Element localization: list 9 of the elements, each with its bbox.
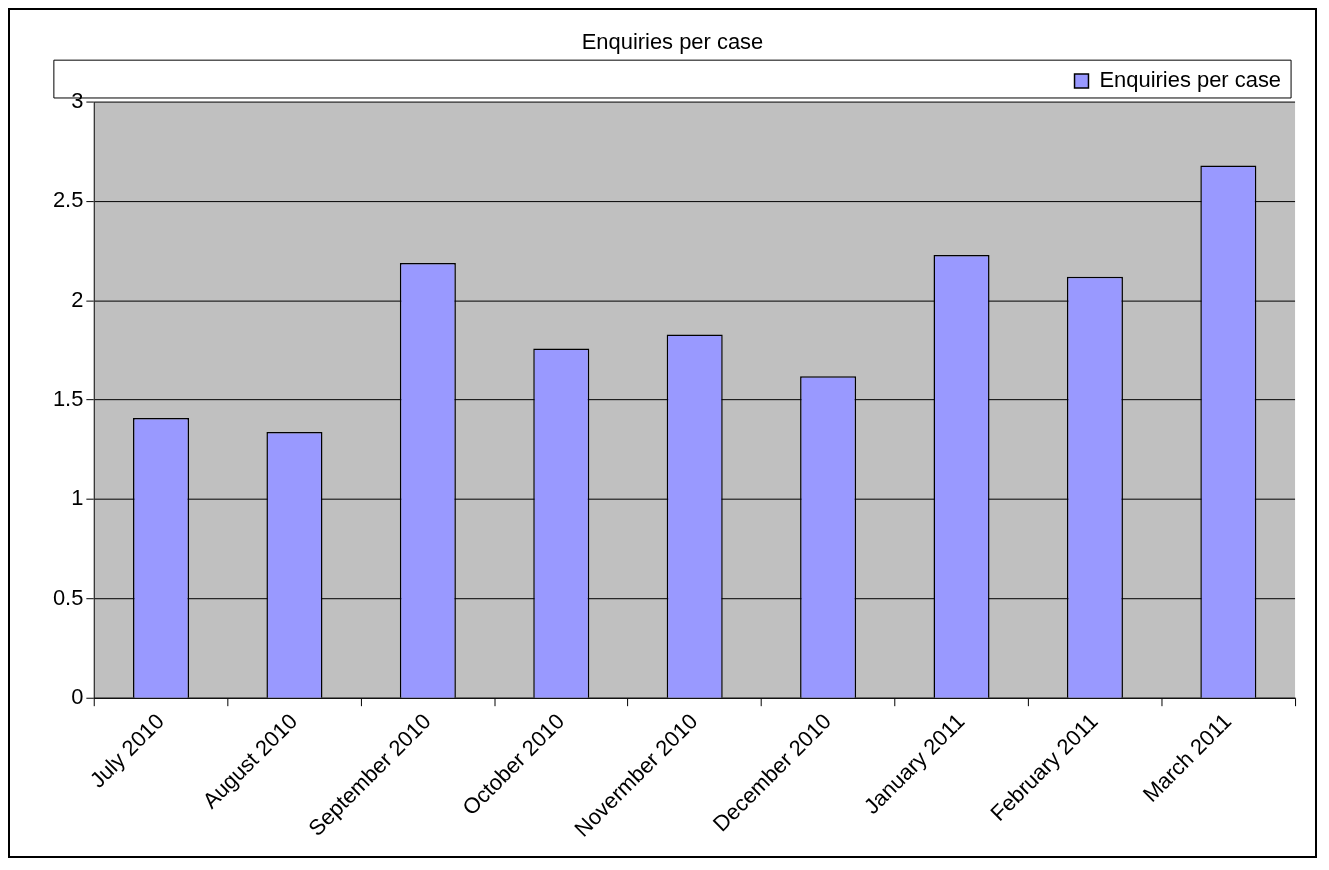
y-tick-label: 1.5: [52, 386, 84, 412]
y-tick-label: 0.5: [52, 584, 84, 610]
y-tick-label: 1: [71, 485, 84, 511]
y-tick-label: 0: [71, 684, 84, 710]
y-tick-label: 3: [71, 88, 84, 113]
legend-label: Enquiries per case: [1099, 67, 1282, 93]
y-tick-label: 2.5: [52, 187, 84, 213]
y-tick-label: 2: [71, 286, 84, 312]
chart-title: Enquiries per case: [581, 29, 764, 55]
